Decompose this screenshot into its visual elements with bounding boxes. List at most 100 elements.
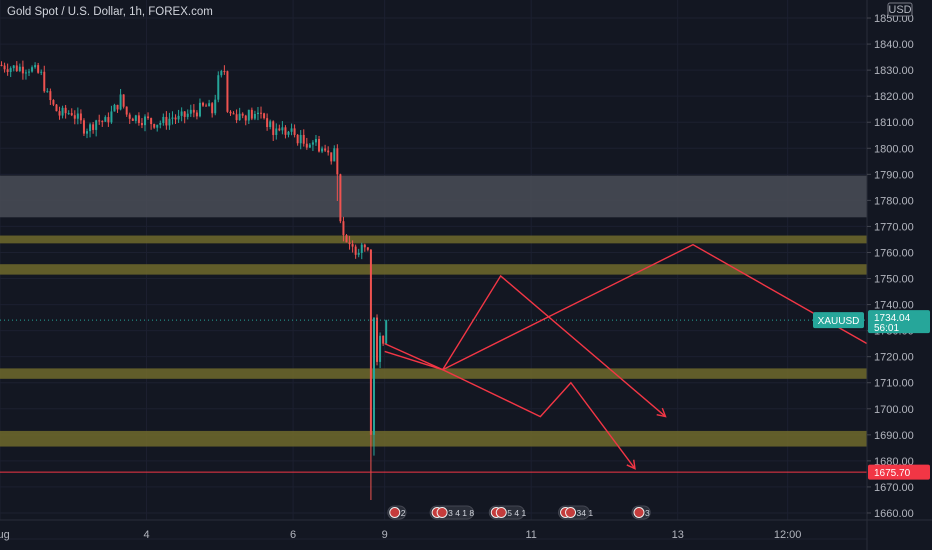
- candle-body: [147, 116, 150, 119]
- projection-path[interactable]: [384, 274, 666, 418]
- event-marker[interactable]: 2: [387, 505, 407, 520]
- candle: [189, 104, 192, 117]
- currency-badge-box: [887, 2, 913, 17]
- candle: [195, 110, 198, 120]
- candle: [247, 109, 250, 125]
- candle-body: [278, 128, 281, 131]
- candle: [144, 114, 147, 132]
- candle: [198, 98, 201, 118]
- candle: [275, 123, 278, 140]
- candle-body: [253, 113, 256, 119]
- candle-body: [360, 244, 363, 253]
- candle: [28, 68, 31, 77]
- candle: [73, 110, 76, 125]
- candle: [18, 63, 21, 73]
- candle: [250, 107, 253, 121]
- candle-body: [140, 122, 143, 126]
- candle-body: [217, 75, 220, 100]
- candle-body: [79, 113, 82, 121]
- flag-icon: [633, 507, 645, 518]
- candle-body: [49, 91, 52, 101]
- candle-body: [275, 128, 278, 135]
- candle-body: [345, 235, 348, 243]
- candle-body: [357, 252, 360, 255]
- candle: [379, 332, 382, 369]
- candle: [220, 69, 223, 78]
- candle-body: [198, 102, 201, 117]
- candle: [58, 106, 61, 120]
- candle-body: [327, 150, 330, 153]
- candle: [150, 117, 153, 130]
- event-markers[interactable]: 2 3 4 1 8 5 4 1 34 1 3: [387, 505, 651, 520]
- candle: [64, 104, 67, 119]
- candle: [92, 122, 95, 134]
- candle: [110, 105, 113, 124]
- candle: [363, 243, 366, 252]
- candle: [140, 118, 143, 129]
- projection-path[interactable]: [384, 350, 636, 470]
- candle: [125, 106, 128, 117]
- event-marker[interactable]: 34 1: [558, 505, 594, 520]
- candle-body: [150, 118, 153, 125]
- candle-body: [263, 113, 266, 119]
- candle-body: [308, 144, 311, 148]
- time-tick-label: 6: [290, 529, 296, 541]
- event-marker[interactable]: 3 4 1 8: [429, 505, 474, 520]
- time-axis[interactable]: Aug 4 6 9 11 13 12:00: [0, 519, 932, 541]
- candle-body: [211, 103, 214, 114]
- candles: [0, 60, 388, 500]
- candle-body: [314, 138, 317, 143]
- candle-body: [208, 103, 211, 107]
- price-tick-label: 1840.00: [874, 39, 914, 51]
- candle: [192, 104, 195, 118]
- candle: [321, 146, 324, 154]
- candle-body: [159, 123, 162, 125]
- candle: [153, 123, 156, 129]
- candle: [348, 235, 351, 250]
- candle-body: [134, 115, 137, 121]
- price-tick-label: 1750.00: [874, 274, 914, 286]
- candle: [238, 107, 241, 121]
- candle-body: [195, 112, 198, 117]
- candle-body: [52, 100, 55, 105]
- candle-body: [214, 99, 217, 114]
- price-tick-label: 1820.00: [874, 91, 914, 103]
- candle: [324, 144, 327, 152]
- candle: [223, 65, 226, 75]
- candle: [351, 240, 354, 253]
- candle-body: [281, 127, 284, 131]
- candle: [55, 104, 58, 112]
- candle: [205, 103, 208, 107]
- support-price-value: 1675.70: [874, 468, 911, 479]
- candle: [137, 112, 140, 126]
- projection-arrowhead: [656, 407, 667, 418]
- candle-body: [177, 115, 180, 120]
- symbol-tag-box: [813, 312, 864, 329]
- event-marker[interactable]: 3: [631, 505, 651, 520]
- time-tick-label: 9: [382, 529, 388, 541]
- candle: [385, 319, 388, 345]
- zone: [0, 430, 867, 447]
- currency-badge[interactable]: USD: [887, 2, 913, 17]
- candle-body: [58, 111, 61, 116]
- candle-body: [293, 128, 296, 135]
- candle: [180, 107, 183, 122]
- candle: [79, 109, 82, 124]
- candle: [37, 62, 40, 74]
- candle: [76, 107, 79, 125]
- candle: [171, 111, 174, 125]
- candle-body: [302, 134, 305, 144]
- candle-body: [202, 102, 205, 106]
- last-price-countdown: 56:01: [874, 323, 899, 334]
- candle-body: [318, 138, 321, 152]
- price-axis[interactable]: 1850.001840.001830.001820.001810.001800.…: [866, 0, 914, 550]
- event-marker[interactable]: 5 4 1: [488, 505, 526, 520]
- candle: [40, 69, 43, 76]
- projection-path[interactable]: [442, 243, 868, 371]
- flag-icon: [495, 507, 507, 518]
- candle-body: [223, 71, 226, 73]
- candle-body: [366, 247, 369, 250]
- projection-paths[interactable]: [384, 243, 868, 470]
- candle: [226, 70, 229, 113]
